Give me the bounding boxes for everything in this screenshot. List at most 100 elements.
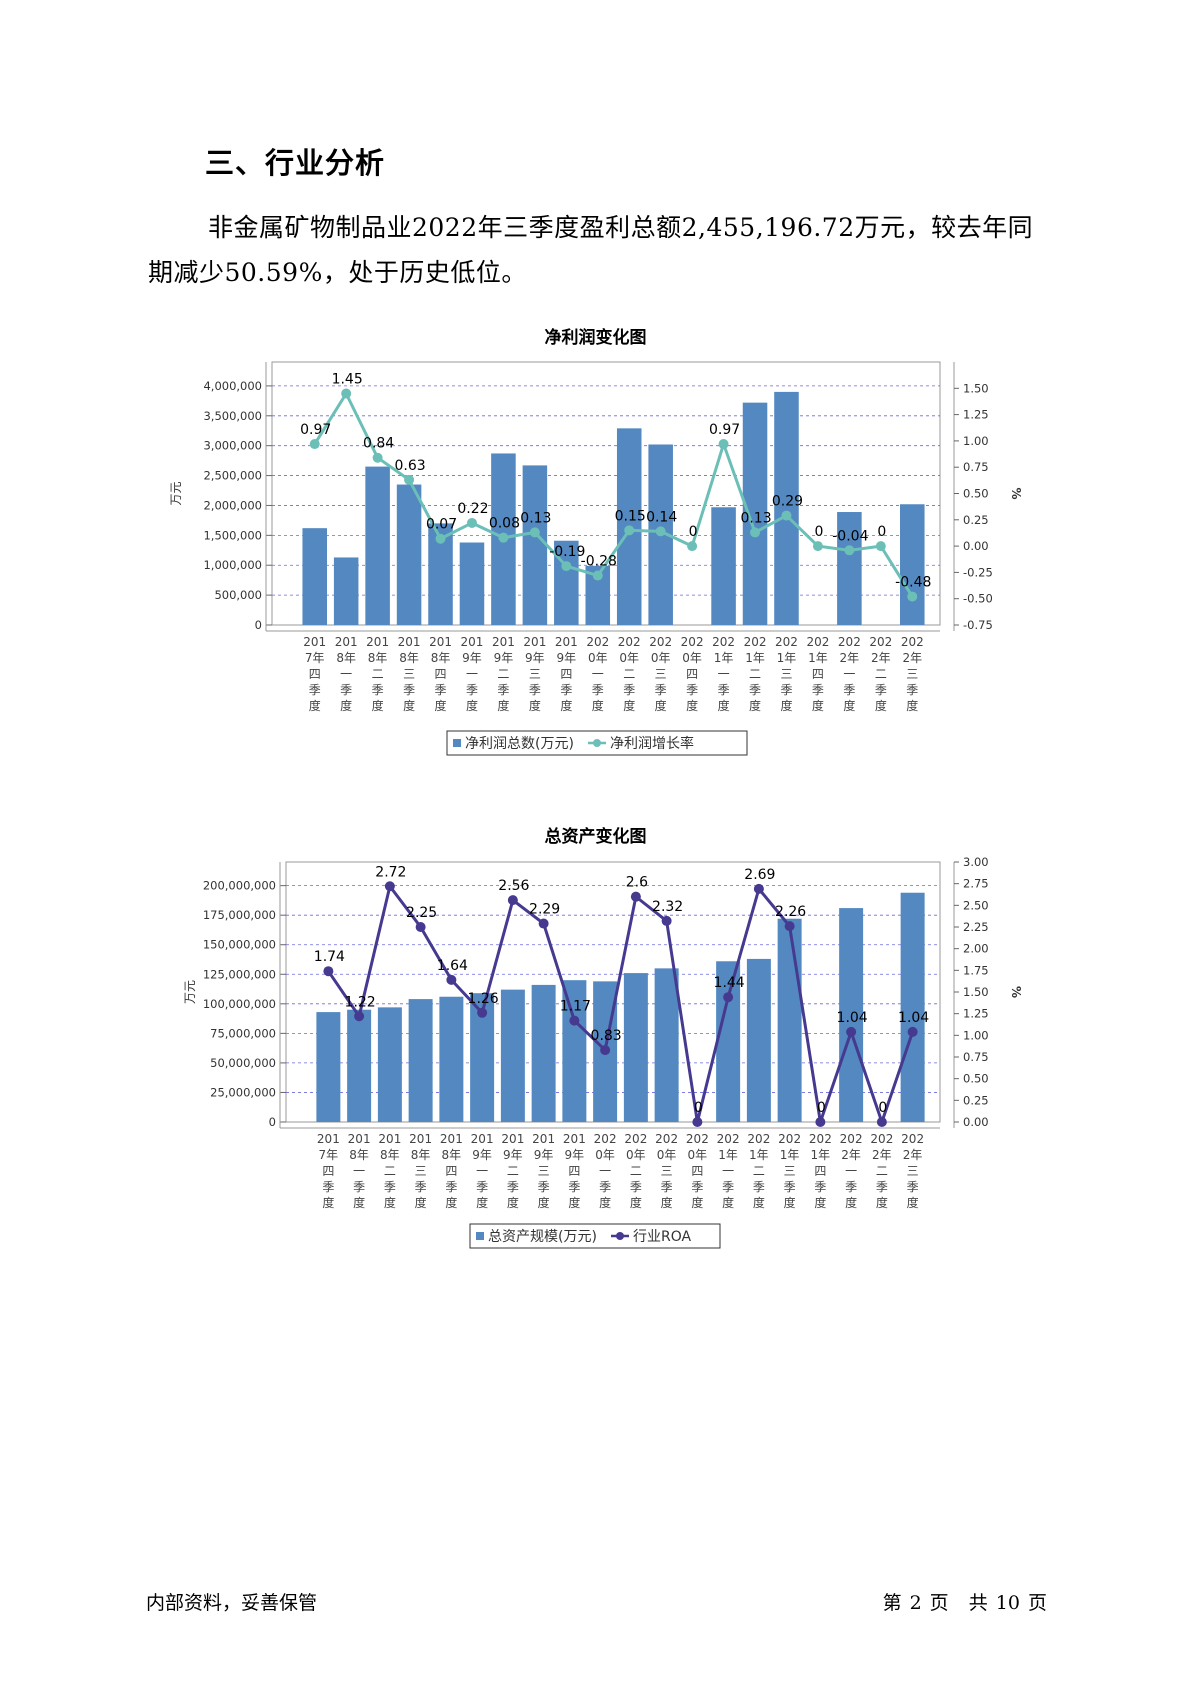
x-tick-label: 二: [384, 1164, 396, 1178]
series-point: [784, 921, 795, 932]
series-point: [750, 527, 761, 538]
x-tick-label: 202: [618, 635, 641, 649]
x-tick-label: 季: [655, 683, 667, 697]
x-tick-label: 季: [718, 683, 730, 697]
legend-bar-label: 总资产规模(万元): [488, 1229, 597, 1245]
x-tick-label: 度: [476, 1195, 488, 1210]
x-tick-label: 202: [586, 635, 609, 649]
data-label: 0: [877, 524, 886, 540]
y2-tick-label: 0.25: [963, 513, 989, 527]
data-label: 0: [689, 524, 698, 540]
data-label: 0.14: [646, 509, 677, 525]
x-tick-label: 201: [563, 1132, 586, 1146]
x-tick-label: 201: [303, 635, 326, 649]
series-point: [372, 452, 383, 463]
x-tick-label: 9年: [525, 651, 545, 665]
x-tick-label: 四: [560, 667, 572, 681]
bar: [302, 528, 327, 625]
y2-tick-label: 1.50: [963, 985, 989, 999]
x-tick-label: 9年: [462, 651, 482, 665]
x-tick-label: 度: [630, 1195, 642, 1210]
series-point: [323, 966, 334, 977]
y2-tick-label: 1.25: [963, 408, 989, 422]
y2-tick-label: 0.75: [963, 1050, 989, 1064]
y2-axis-title: %: [1009, 487, 1023, 499]
bar: [839, 908, 864, 1122]
x-tick-label: 201: [471, 1132, 494, 1146]
series-point: [661, 915, 672, 926]
y-tick-label: 0: [255, 618, 262, 632]
x-tick-label: 202: [747, 1132, 770, 1146]
series-point: [753, 883, 764, 894]
data-label: 1.17: [560, 999, 591, 1015]
x-tick-label: 度: [340, 698, 352, 713]
x-tick-label: 季: [686, 683, 698, 697]
series-point: [846, 1026, 857, 1037]
x-tick-label: 二: [623, 667, 635, 681]
x-tick-label: 一: [592, 667, 604, 681]
data-label: 1.45: [332, 372, 363, 388]
y-tick-label: 175,000,000: [203, 908, 276, 922]
legend-bar-label: 净利润总数(万元): [465, 736, 574, 752]
x-tick-label: 季: [476, 1180, 488, 1194]
y2-tick-label: 1.50: [963, 381, 989, 395]
section-title: 三、行业分析: [205, 146, 386, 180]
y2-tick-label: 0.00: [963, 1115, 989, 1129]
data-label: 2.25: [406, 905, 437, 921]
x-tick-label: 度: [466, 698, 478, 713]
x-tick-label: 202: [901, 635, 924, 649]
x-tick-label: 一: [466, 667, 478, 681]
net-profit-chart: 0 500,000 1,000,000 1,500,000 2,000,000 2,500…: [169, 361, 1023, 756]
data-label: 1.74: [314, 949, 345, 965]
series-point: [404, 474, 415, 485]
series-point: [415, 922, 426, 932]
x-tick-label: 三: [529, 667, 541, 681]
x-tick-label: 202: [717, 1132, 740, 1146]
x-tick-label: 四: [691, 1164, 703, 1178]
x-tick-label: 一: [843, 667, 855, 681]
x-tick-label: 8年: [349, 1148, 369, 1162]
x-tick-label: 季: [784, 1180, 796, 1194]
data-label: 2.69: [744, 867, 775, 883]
bar: [531, 984, 556, 1122]
series-point: [655, 526, 666, 537]
x-tick-label: 季: [691, 1180, 703, 1194]
data-label: 1.44: [714, 975, 745, 991]
x-tick-label: 度: [780, 698, 792, 713]
y2-axis-title: %: [1009, 986, 1023, 998]
series-point: [498, 532, 509, 543]
total-pages: 10: [995, 1592, 1020, 1614]
x-tick-label: 季: [340, 683, 352, 697]
data-label: 0.07: [426, 517, 457, 533]
x-tick-label: 四: [322, 1164, 334, 1178]
y-tick-label: 50,000,000: [210, 1056, 276, 1070]
series-point: [687, 541, 698, 552]
x-tick-label: 度: [384, 1195, 396, 1210]
x-tick-label: 季: [592, 683, 604, 697]
y-tick-label: 3,500,000: [203, 409, 262, 423]
series-point: [723, 992, 734, 1003]
y2-tick-label: 3.00: [963, 855, 989, 869]
data-label: 2.56: [498, 878, 529, 894]
y-tick-label: 100,000,000: [203, 997, 276, 1011]
data-label: 2.6: [626, 875, 648, 891]
y-tick-label: 2,000,000: [203, 498, 262, 512]
x-tick-label: 三: [655, 667, 667, 681]
x-tick-label: 9年: [494, 651, 514, 665]
x-tick-label: 季: [568, 1180, 580, 1194]
x-tick-label: 季: [812, 683, 824, 697]
series-point: [624, 525, 635, 536]
footer-confidential-note: 内部资料，妥善保管: [146, 1592, 318, 1614]
x-tick-label: 度: [353, 1195, 365, 1210]
x-tick-label: 1年: [780, 1148, 800, 1162]
y2-tick-label: -0.50: [963, 592, 993, 606]
x-tick-label: 2年: [840, 651, 860, 665]
x-tick-label: 季: [372, 683, 384, 697]
y-tick-label: 1,000,000: [203, 558, 262, 572]
y2-tick-label: 1.25: [963, 1007, 989, 1021]
x-tick-label: 2年: [903, 1148, 923, 1162]
x-tick-label: 三: [907, 1164, 919, 1178]
bar: [522, 465, 548, 625]
bar: [459, 542, 485, 625]
series-line: [327, 882, 915, 1127]
